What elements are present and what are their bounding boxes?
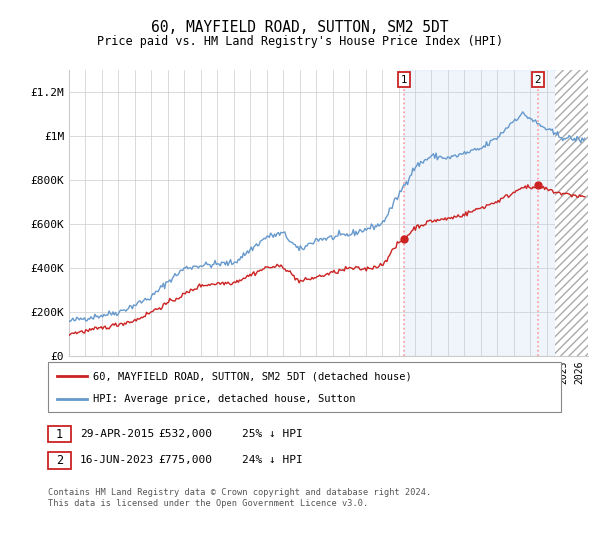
Bar: [555, 70, 588, 356]
Text: 25% ↓ HPI: 25% ↓ HPI: [242, 429, 302, 439]
Text: Price paid vs. HM Land Registry's House Price Index (HPI): Price paid vs. HM Land Registry's House …: [97, 35, 503, 48]
Text: 60, MAYFIELD ROAD, SUTTON, SM2 5DT: 60, MAYFIELD ROAD, SUTTON, SM2 5DT: [151, 20, 449, 35]
Text: HPI: Average price, detached house, Sutton: HPI: Average price, detached house, Sutt…: [93, 394, 355, 404]
Text: Contains HM Land Registry data © Crown copyright and database right 2024.
This d: Contains HM Land Registry data © Crown c…: [48, 488, 431, 508]
Text: 2: 2: [56, 454, 63, 467]
Text: £532,000: £532,000: [158, 429, 212, 439]
Text: 2: 2: [535, 75, 541, 85]
Text: 24% ↓ HPI: 24% ↓ HPI: [242, 455, 302, 465]
Text: 60, MAYFIELD ROAD, SUTTON, SM2 5DT (detached house): 60, MAYFIELD ROAD, SUTTON, SM2 5DT (deta…: [93, 371, 412, 381]
Text: 1: 1: [401, 75, 407, 85]
Text: £775,000: £775,000: [158, 455, 212, 465]
Bar: [555, 70, 588, 356]
Text: 29-APR-2015: 29-APR-2015: [80, 429, 154, 439]
Text: 16-JUN-2023: 16-JUN-2023: [80, 455, 154, 465]
Bar: [404, 70, 555, 356]
Text: 1: 1: [56, 427, 63, 441]
